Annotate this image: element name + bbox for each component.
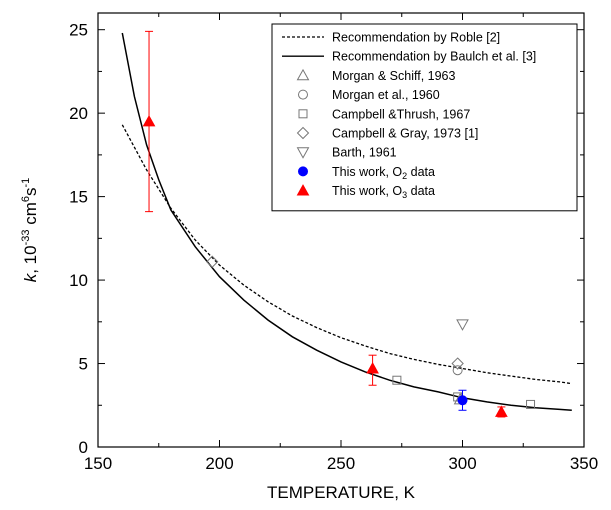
data-point bbox=[457, 395, 468, 406]
x-tick-label: 250 bbox=[327, 454, 355, 473]
legend-marker bbox=[298, 109, 308, 119]
data-point bbox=[495, 405, 508, 417]
axes: 150 200 250 300 350 0 5 10 15 20 25 bbox=[69, 12, 598, 473]
roble-curve bbox=[121, 124, 572, 385]
data-point bbox=[452, 365, 463, 376]
legend-marker bbox=[298, 166, 308, 177]
legend-marker bbox=[296, 184, 310, 196]
baulch-curve bbox=[121, 32, 572, 412]
legend-entry: Barth, 1961 bbox=[332, 146, 397, 160]
legend-marker bbox=[296, 147, 310, 159]
legend-marker bbox=[296, 126, 310, 140]
legend-entry: Recommendation by Roble [2] bbox=[332, 31, 500, 45]
legend-entry: This work, O3 data bbox=[332, 184, 435, 200]
legend-entry: Campbell &Thrush, 1967 bbox=[332, 107, 470, 121]
data-point bbox=[142, 114, 156, 127]
legend: Recommendation by Roble [2] Recommendatio… bbox=[271, 23, 578, 212]
x-tick-label: 150 bbox=[84, 454, 112, 473]
legend-entry: Campbell & Gray, 1973 [1] bbox=[332, 127, 478, 141]
y-tick-label: 15 bbox=[69, 188, 88, 207]
data-point bbox=[451, 357, 464, 370]
legend-marker bbox=[298, 89, 308, 100]
data-point bbox=[526, 399, 536, 409]
legend-entry: Morgan et al., 1960 bbox=[332, 88, 440, 102]
data-point bbox=[366, 362, 379, 374]
y-tick-label: 20 bbox=[69, 104, 88, 123]
data-point bbox=[456, 319, 469, 331]
legend-entry: This work, O2 data bbox=[332, 165, 435, 181]
data-point bbox=[206, 255, 219, 268]
x-tick-label: 350 bbox=[570, 454, 598, 473]
y-tick-label: 10 bbox=[69, 271, 88, 290]
data-points bbox=[142, 30, 536, 418]
curves bbox=[121, 32, 572, 412]
y-axis-label: k, 10-33 cm6s-1 bbox=[20, 178, 40, 283]
x-axis-label: TEMPERATURE, K bbox=[267, 483, 416, 502]
y-tick-label: 0 bbox=[79, 438, 88, 457]
y-tick-label: 5 bbox=[79, 355, 88, 374]
x-tick-label: 200 bbox=[205, 454, 233, 473]
legend-entry: Recommendation by Baulch et al. [3] bbox=[332, 50, 536, 64]
x-tick-label: 300 bbox=[448, 454, 476, 473]
legend-entry: Morgan & Schiff, 1963 bbox=[332, 69, 456, 83]
y-tick-label: 25 bbox=[69, 21, 88, 40]
data-point bbox=[392, 375, 402, 385]
legend-box bbox=[271, 23, 578, 212]
legend-marker bbox=[296, 68, 310, 81]
